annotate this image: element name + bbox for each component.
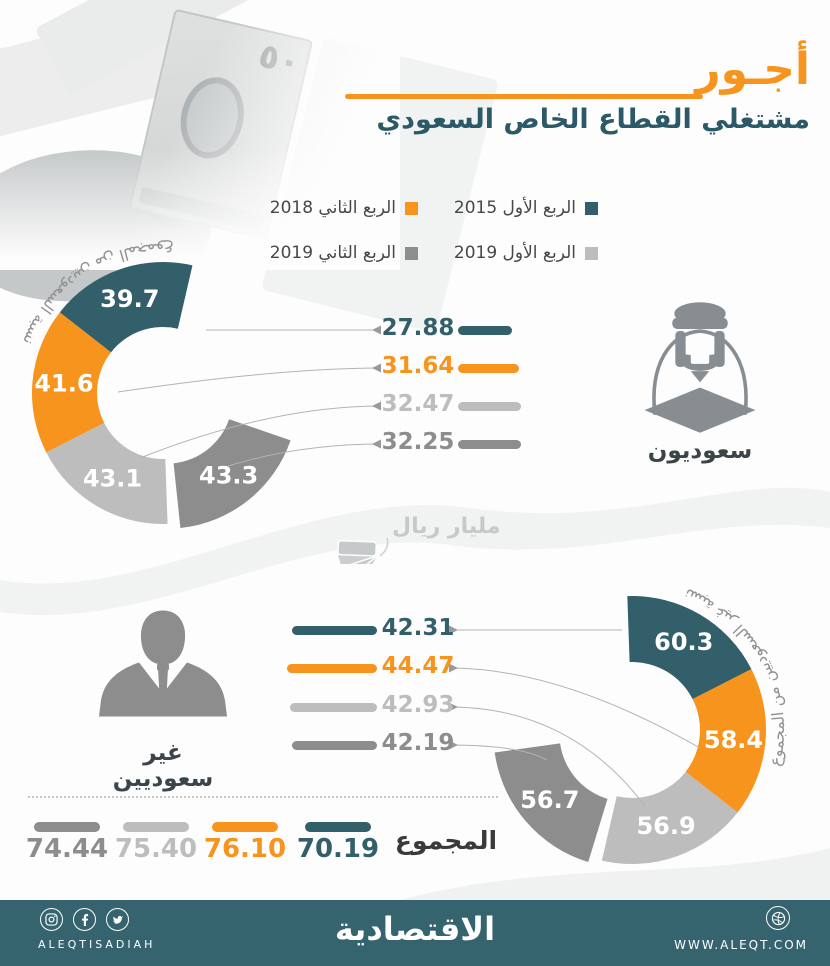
total-item-q1-2019: 75.40 — [111, 822, 201, 864]
wave-band-bottom — [400, 848, 830, 900]
donut-segment — [627, 596, 752, 700]
donut-segment — [173, 419, 291, 528]
leader-line — [117, 367, 382, 393]
newspaper-logo: الاقتصادية — [334, 910, 496, 948]
nonsaudi-wage-bar — [287, 664, 377, 673]
saudi-wage-bar — [458, 440, 521, 449]
instagram-icon[interactable] — [40, 908, 63, 931]
twitter-icon[interactable] — [106, 908, 129, 931]
donut-value-label: 56.7 — [520, 786, 579, 814]
nonsaudi-wage-value: 44.47 — [381, 653, 455, 679]
saudi-group-label: سعوديون — [647, 438, 753, 464]
banknote-photo: ٥٠ — [0, 0, 499, 333]
legend-item-q2-2018: الربع الثاني 2018 — [270, 198, 418, 218]
legend-label: الربع الثاني 2019 — [269, 243, 396, 263]
donut-value-label: 58.4 — [704, 726, 763, 754]
totals-divider — [28, 796, 498, 798]
donut-segment — [601, 771, 738, 864]
unit-note: مليار ريال — [392, 514, 501, 539]
donut-segment — [685, 669, 766, 813]
donut-curved-title: نسبة غير السعوديين من المجموع — [681, 585, 788, 768]
total-item-q2-2018: 76.10 — [200, 822, 290, 864]
saudi-man-icon — [644, 302, 756, 433]
total-pill-icon — [34, 822, 100, 832]
legend-swatch-q1-2019-icon — [585, 246, 598, 260]
total-pill-icon — [212, 822, 278, 832]
saudi-wage-value: 32.25 — [381, 429, 455, 455]
donut-value-label: 43.1 — [83, 465, 142, 493]
title-underline — [345, 94, 703, 99]
legend-item-q2-2019: الربع الثاني 2019 — [270, 243, 418, 263]
legend-label: الربع الثاني 2018 — [269, 198, 396, 218]
total-item-q2-2019: 74.44 — [22, 822, 112, 864]
total-value: 75.40 — [114, 834, 198, 864]
legend-label: الربع الأول 2019 — [453, 243, 576, 263]
leader-line — [139, 405, 382, 459]
footer-bar: ALEQTISADIAH الاقتصادية WWW.ALEQT.COM — [0, 900, 830, 966]
globe-icon[interactable] — [766, 906, 790, 930]
donut-segment — [46, 422, 168, 525]
saudi-wage-bar — [458, 364, 520, 373]
saudi-wage-bar — [458, 326, 513, 335]
donut-segment — [494, 743, 608, 863]
donut-value-label: 43.3 — [199, 462, 258, 490]
total-value: 70.19 — [296, 834, 380, 864]
leader-line — [448, 706, 646, 807]
money-fan-icon — [336, 537, 389, 564]
social-icons — [40, 908, 129, 931]
donut-segment — [32, 312, 111, 453]
saudi-wage-value: 27.88 — [381, 315, 455, 341]
leader-line — [448, 744, 548, 761]
legend-swatch-q2-2018-icon — [405, 201, 418, 215]
donut-value-label: 56.9 — [636, 812, 695, 840]
nonsaudi-group-label: غير سعوديين — [112, 740, 214, 792]
saudi-wage-value: 31.64 — [381, 353, 455, 379]
saudi-wage-value: 32.47 — [381, 391, 455, 417]
saudi-wage-bar — [458, 402, 521, 411]
legend-swatch-q2-2019-icon — [405, 246, 418, 260]
total-item-q1-2015: 70.19 — [293, 822, 383, 864]
leader-line — [227, 443, 382, 467]
legend-label: الربع الأول 2015 — [453, 198, 576, 218]
legend-item-q1-2019: الربع الأول 2019 — [454, 243, 598, 263]
total-pill-icon — [305, 822, 371, 832]
website-url[interactable]: WWW.ALEQT.COM — [674, 938, 808, 952]
nonsaudi-wage-bar — [290, 703, 377, 712]
legend-swatch-q1-2015-icon — [585, 201, 598, 215]
total-value: 74.44 — [25, 834, 109, 864]
facebook-icon[interactable] — [73, 908, 96, 931]
nonsaudi-wage-value: 42.93 — [381, 692, 455, 718]
total-value: 76.10 — [203, 834, 287, 864]
totals-label: المجموع — [394, 826, 498, 855]
nonsaudi-wage-value: 42.19 — [381, 730, 455, 756]
nonsaudi-wage-bar — [291, 741, 377, 750]
page-subtitle: مشتغلي القطاع الخاص السعودي — [376, 104, 810, 135]
nonsaudi-wage-value: 42.31 — [381, 615, 455, 641]
legend-item-q1-2015: الربع الأول 2015 — [454, 198, 598, 218]
photo-fade-overlay — [0, 0, 400, 270]
page-title: أجـور — [695, 44, 810, 95]
nonsaudi-wage-bar — [291, 626, 377, 635]
leader-line — [448, 667, 701, 749]
donut-value-label: 41.6 — [34, 369, 93, 397]
total-pill-icon — [123, 822, 189, 832]
footer-handle: ALEQTISADIAH — [38, 938, 156, 951]
businessman-icon — [99, 610, 227, 717]
donut-value-label: 60.3 — [654, 628, 713, 656]
